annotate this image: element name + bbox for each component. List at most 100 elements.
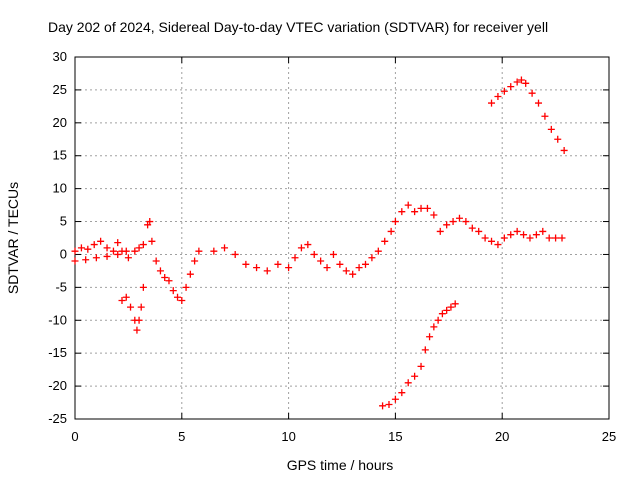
data-point	[114, 250, 122, 258]
y-tick-label: -10	[48, 312, 67, 327]
data-point	[336, 260, 344, 268]
y-tick-label: 25	[53, 82, 67, 97]
data-point	[379, 402, 387, 410]
data-point	[447, 303, 455, 311]
data-point	[285, 264, 293, 272]
data-point	[417, 204, 425, 212]
data-point	[148, 237, 156, 245]
data-point	[139, 283, 147, 291]
data-point	[507, 83, 515, 91]
data-point	[263, 267, 271, 275]
data-point	[545, 234, 553, 242]
data-point	[426, 333, 434, 341]
data-point	[434, 316, 442, 324]
data-point	[423, 204, 431, 212]
data-point	[532, 231, 540, 239]
data-point	[161, 273, 169, 281]
data-point	[124, 254, 132, 262]
data-point	[304, 241, 312, 249]
data-point	[118, 297, 126, 305]
data-point	[526, 234, 534, 242]
y-tick-label: 10	[53, 181, 67, 196]
data-point	[385, 401, 393, 409]
data-point	[135, 244, 143, 252]
data-points	[71, 76, 568, 410]
data-point	[462, 218, 470, 226]
data-point	[169, 287, 177, 295]
data-series	[71, 201, 566, 305]
x-tick-label: 10	[281, 429, 295, 444]
data-point	[114, 239, 122, 247]
data-series	[488, 76, 568, 154]
y-axis-label: SDTVAR / TECUs	[5, 182, 21, 294]
data-point	[430, 211, 438, 219]
data-point	[329, 250, 337, 258]
data-point	[84, 245, 92, 253]
data-point	[513, 78, 521, 86]
data-point	[528, 89, 536, 97]
data-point	[127, 303, 135, 311]
data-point	[481, 234, 489, 242]
data-point	[342, 267, 350, 275]
data-point	[475, 227, 483, 235]
data-point	[494, 92, 502, 100]
data-point	[133, 326, 141, 334]
data-point	[152, 257, 160, 265]
data-point	[451, 300, 459, 308]
y-tick-label: -20	[48, 378, 67, 393]
data-point	[398, 389, 406, 397]
data-point	[191, 257, 199, 265]
y-tick-label: 0	[60, 246, 67, 261]
data-point	[71, 247, 79, 255]
data-point	[488, 99, 496, 107]
data-series	[379, 300, 459, 410]
data-point	[137, 303, 145, 311]
x-tick-label: 25	[602, 429, 616, 444]
data-point	[174, 293, 182, 301]
data-point	[135, 316, 143, 324]
data-point	[210, 247, 218, 255]
data-point	[539, 227, 547, 235]
data-point	[178, 297, 186, 305]
data-series	[118, 283, 147, 334]
data-point	[253, 264, 261, 272]
data-point	[438, 310, 446, 318]
data-point	[165, 277, 173, 285]
data-point	[122, 247, 130, 255]
grid-lines	[75, 57, 609, 419]
y-tick-label: 30	[53, 49, 67, 64]
data-point	[139, 241, 147, 249]
data-point	[374, 247, 382, 255]
data-point	[182, 283, 190, 291]
data-point	[156, 267, 164, 275]
data-point	[430, 323, 438, 331]
data-point	[517, 76, 525, 84]
x-tick-label: 0	[71, 429, 78, 444]
data-point	[103, 252, 111, 260]
data-point	[436, 227, 444, 235]
data-point	[291, 254, 299, 262]
data-point	[500, 234, 508, 242]
data-point	[231, 250, 239, 258]
data-point	[507, 231, 515, 239]
data-point	[391, 218, 399, 226]
data-point	[317, 257, 325, 265]
data-point	[500, 87, 508, 95]
axis-ticks: 0 5 10 15 20 25 -25 -20 -15 -10 -5 0 5 10 15 20 25 30	[48, 49, 616, 444]
data-point	[355, 264, 363, 272]
data-point	[71, 257, 79, 265]
y-tick-label: 5	[60, 214, 67, 229]
data-point	[468, 224, 476, 232]
data-point	[381, 237, 389, 245]
x-tick-label: 20	[495, 429, 509, 444]
data-point	[103, 244, 111, 252]
data-point	[560, 146, 568, 154]
data-point	[242, 260, 250, 268]
chart-title: Day 202 of 2024, Sidereal Day-to-day VTE…	[48, 19, 548, 35]
plot-frame	[74, 56, 610, 420]
data-point	[443, 221, 451, 229]
data-point	[411, 208, 419, 216]
data-point	[387, 227, 395, 235]
data-point	[186, 270, 194, 278]
data-point	[109, 247, 117, 255]
